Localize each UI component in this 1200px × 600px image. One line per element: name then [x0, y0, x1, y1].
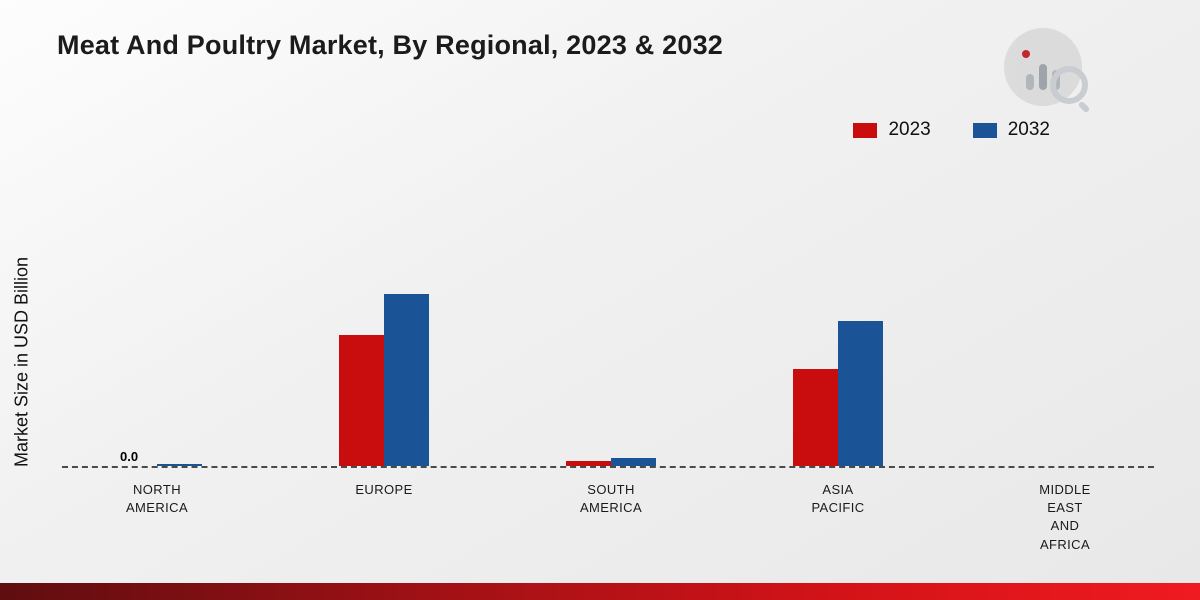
legend-swatch-2023 [853, 122, 878, 138]
x-axis-baseline [62, 466, 1154, 468]
legend-item-2023: 2023 [853, 119, 931, 141]
logo-magnifier-icon [1050, 66, 1088, 104]
legend: 2023 2032 [853, 119, 1050, 141]
legend-swatch-2032 [972, 122, 997, 138]
category-label: EUROPE [355, 482, 413, 497]
logo-bars-icon [1039, 64, 1047, 90]
bar-2023-3 [793, 369, 838, 466]
category-label: ASIA PACIFIC [811, 482, 865, 516]
data-label-zero: 0.0 [120, 449, 139, 464]
y-axis-label: Market Size in USD Billion [11, 256, 32, 468]
bar-2032-3 [838, 321, 883, 466]
category-label: MIDDLE EAST AND AFRICA [1039, 482, 1091, 552]
category-label: NORTH AMERICA [125, 482, 189, 516]
bar-2032-2 [611, 458, 656, 466]
bar-2032-0 [157, 464, 202, 466]
bar-2032-1 [384, 294, 429, 466]
legend-label-2032: 2032 [1007, 119, 1050, 140]
category-label: SOUTH AMERICA [579, 482, 643, 516]
bar-2023-2 [566, 461, 611, 466]
legend-item-2032: 2032 [972, 119, 1050, 141]
logo-bars-icon [1026, 74, 1034, 90]
chart-title: Meat And Poultry Market, By Regional, 20… [57, 30, 724, 60]
footer-accent-bar [0, 583, 1200, 600]
legend-label-2023: 2023 [888, 119, 931, 140]
brand-logo [1004, 28, 1091, 114]
logo-magnifier-handle [1077, 100, 1091, 114]
logo-accent-dot [1022, 50, 1030, 58]
bar-2023-1 [339, 335, 384, 466]
